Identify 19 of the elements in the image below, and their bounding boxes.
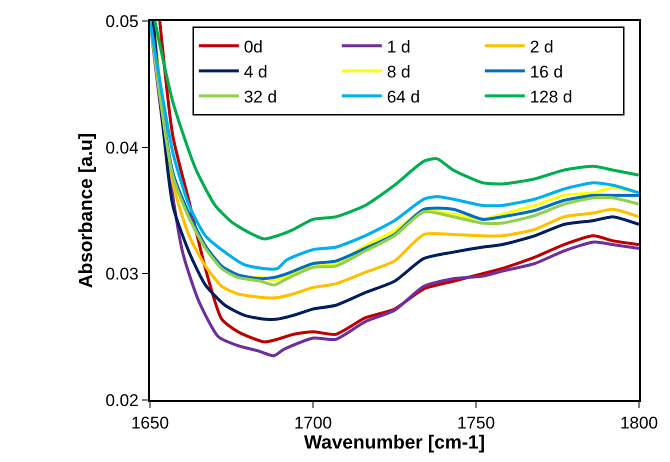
x-tick-label: 1650 [131, 413, 169, 432]
legend-label: 16 d [530, 62, 563, 82]
legend-label: 64 d [386, 88, 420, 107]
y-axis-title: Absorbance [a.u] [76, 132, 97, 288]
x-tick-label: 1750 [457, 413, 495, 432]
y-tick-label: 0.04 [106, 138, 139, 158]
legend-label: 2 d [530, 37, 554, 56]
y-tick-label: 0.05 [106, 12, 139, 31]
legend-label: 1 d [386, 37, 410, 56]
legend-label: 0d [244, 37, 263, 56]
y-tick-label: 0.03 [106, 264, 139, 284]
x-tick-label: 1700 [294, 413, 332, 432]
legend-label: 128 d [530, 88, 572, 107]
legend-label: 32 d [244, 88, 277, 107]
legend-label: 4 d [244, 62, 268, 82]
legend-label: 8 d [386, 62, 410, 82]
x-tick-label: 1800 [620, 413, 658, 432]
y-tick-label: 0.02 [106, 390, 139, 410]
x-axis-title: Wavenumber [cm-1] [304, 432, 485, 454]
